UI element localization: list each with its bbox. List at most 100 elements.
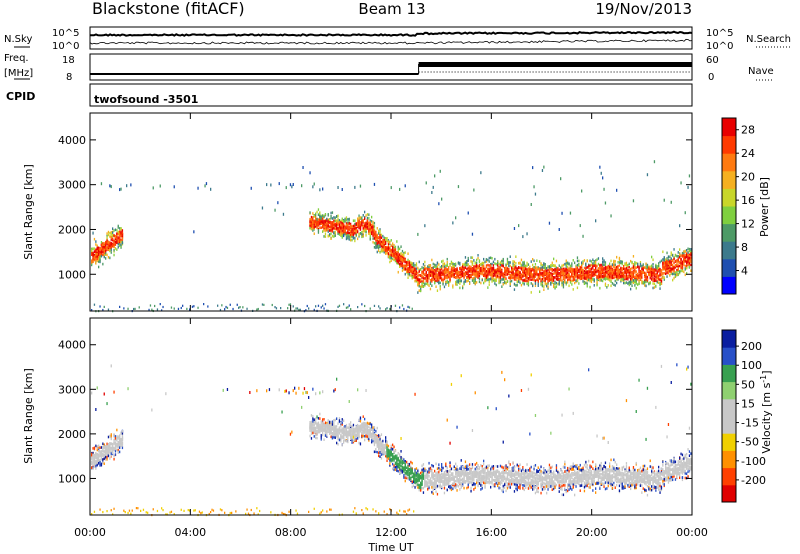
echo-pixel [635, 278, 637, 282]
echo-pixel [306, 304, 308, 308]
echo-pixel [413, 264, 415, 268]
echo-pixel [442, 262, 444, 266]
echo-pixel [487, 270, 489, 274]
echo-pixel [613, 263, 615, 267]
echo-pixel [588, 271, 590, 275]
echo-pixel [313, 219, 315, 223]
echo-pixel [424, 265, 426, 269]
echo-pixel [473, 265, 475, 268]
echo-pixel [533, 278, 535, 282]
echo-pixel [572, 270, 574, 273]
echo-pixel [224, 308, 226, 311]
echo-pixel [579, 275, 581, 278]
echo-pixel [106, 453, 108, 456]
echo-pixel [110, 251, 112, 254]
echo-pixel [347, 230, 349, 234]
echo-pixel [532, 273, 534, 276]
echo-pixel [504, 268, 506, 272]
echo-pixel [99, 260, 101, 264]
echo-pixel [477, 273, 479, 276]
echo-pixel [394, 245, 397, 249]
echo-pixel [105, 257, 107, 260]
echo-pixel [456, 268, 458, 271]
echo-pixel [623, 267, 625, 271]
echo-pixel [340, 229, 342, 232]
echo-pixel [110, 436, 112, 440]
echo-pixel [631, 284, 633, 287]
echo-pixel [568, 284, 570, 288]
echo-pixel [375, 246, 377, 250]
echo-pixel [554, 269, 556, 273]
echo-pixel [393, 247, 395, 251]
echo-pixel [554, 282, 556, 286]
echo-pixel [663, 198, 665, 202]
echo-pixel [420, 288, 422, 291]
echo-pixel [579, 267, 581, 271]
echo-pixel [373, 182, 376, 186]
echo-pixel [354, 222, 356, 226]
echo-pixel [441, 197, 443, 201]
echo-pixel [625, 274, 628, 277]
echo-pixel [407, 261, 409, 264]
echo-pixel [93, 462, 96, 466]
echo-pixel [582, 260, 584, 263]
echo-pixel [525, 279, 527, 283]
echo-pixel [450, 262, 453, 265]
echo-pixel [103, 454, 105, 458]
echo-pixel [551, 279, 553, 283]
echo-pixel [669, 266, 671, 270]
echo-pixel [102, 250, 104, 254]
echo-pixel [117, 448, 119, 452]
echo-pixel [364, 229, 366, 233]
echo-pixel [366, 213, 369, 216]
echo-pixel [121, 441, 124, 444]
echo-pixel [630, 273, 632, 276]
echo-pixel [448, 282, 450, 286]
echo-pixel [182, 304, 184, 307]
echo-pixel [317, 417, 320, 420]
echo-pixel [561, 270, 563, 274]
echo-pixel [670, 257, 672, 260]
echo-pixel [582, 269, 584, 272]
echo-pixel [354, 227, 356, 230]
echo-pixel [446, 257, 448, 261]
echo-pixel [473, 268, 475, 272]
echo-pixel [366, 216, 369, 220]
echo-pixel [508, 261, 510, 265]
echo-pixel [373, 234, 376, 237]
echo-pixel [110, 433, 112, 436]
echo-pixel [418, 289, 420, 292]
echo-pixel [519, 266, 521, 270]
echo-pixel [550, 278, 552, 281]
echo-pixel [495, 268, 497, 272]
echo-pixel [399, 262, 401, 266]
echo-pixel [316, 436, 318, 440]
echo-pixel [655, 268, 657, 272]
echo-pixel [512, 276, 514, 280]
echo-pixel [613, 273, 615, 277]
echo-pixel [446, 279, 448, 283]
echo-pixel [308, 510, 310, 513]
echo-pixel [487, 286, 489, 289]
echo-pixel [686, 266, 688, 270]
echo-pixel [411, 275, 413, 279]
echo-pixel [350, 233, 352, 237]
echo-pixel [610, 280, 612, 283]
echo-pixel [534, 282, 537, 285]
echo-pixel [309, 421, 311, 424]
echo-pixel [284, 513, 286, 516]
echo-pixel [407, 269, 409, 272]
echo-pixel [323, 225, 325, 228]
sky-noise-line [90, 30, 693, 37]
echo-pixel [315, 426, 317, 430]
echo-pixel [92, 256, 94, 260]
echo-pixel [408, 260, 411, 263]
echo-pixel [490, 271, 492, 274]
echo-pixel [407, 252, 409, 255]
echo-pixel [442, 280, 444, 283]
echo-pixel [488, 280, 490, 283]
echo-pixel [330, 214, 332, 218]
echo-pixel [457, 275, 460, 278]
echo-pixel [331, 222, 334, 226]
echo-pixel [333, 216, 335, 219]
